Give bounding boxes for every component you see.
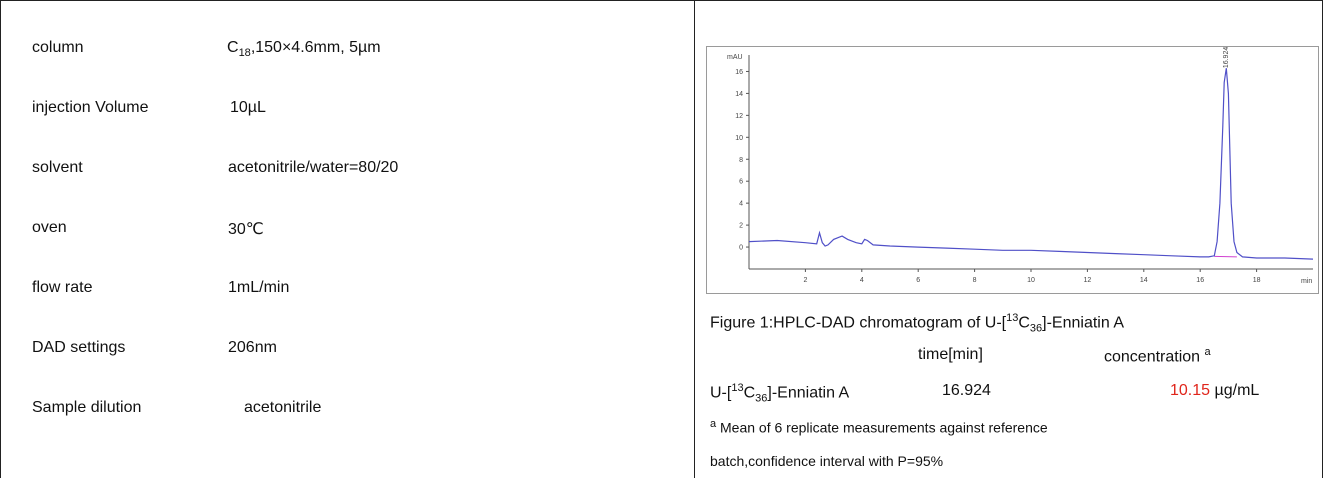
param-value: acetonitrile/water=80/20 — [228, 159, 399, 176]
chromatogram-trace — [748, 68, 1314, 260]
concentration-unit: µg/mL — [1214, 382, 1260, 399]
x-tick-label: 6 — [916, 277, 920, 284]
value-suffix: ,150×4.6mm, 5µm — [250, 39, 381, 56]
x-tick-label: 2 — [803, 277, 807, 284]
param-label: DAD settings — [32, 339, 126, 356]
y-tick-label: 0 — [739, 245, 743, 252]
y-axis-unit-label: mAU — [727, 54, 743, 61]
header-concentration: concentration a — [1104, 346, 1211, 366]
x-tick-label: 12 — [1084, 277, 1092, 284]
chromatogram-chart: mAU min 2 4 6 8 10 12 14 16 18 0 2 4 6 8 10 12 14 16 16.924 — [727, 47, 1314, 285]
x-tick-label: 14 — [1140, 277, 1148, 284]
y-tick-label: 6 — [739, 179, 743, 186]
param-row-dad-settings: DAD settings 206nm — [32, 339, 672, 363]
y-tick-label: 14 — [735, 91, 743, 98]
caption-element: C — [1018, 314, 1030, 332]
footnote-line-1: a Mean of 6 replicate measurements again… — [710, 418, 1048, 436]
value-prefix: C — [227, 39, 239, 56]
param-value: acetonitrile — [244, 399, 322, 416]
param-row-oven: oven 30℃ — [32, 219, 672, 243]
param-label: solvent — [32, 159, 83, 176]
compound-name: U-[13C36]-Enniatin A — [710, 382, 849, 405]
param-value: C18,150×4.6mm, 5µm — [227, 39, 381, 59]
param-value: 206nm — [228, 339, 277, 356]
footnote-text: Mean of 6 replicate measurements against… — [720, 419, 1048, 436]
x-tick-label: 8 — [973, 277, 977, 284]
value-subscript: 18 — [238, 47, 251, 60]
footnote-marker: a — [710, 418, 717, 430]
compound-suffix: ]-Enniatin A — [767, 384, 850, 402]
compound-prefix: U-[ — [710, 384, 732, 402]
y-tick-label: 16 — [735, 69, 743, 76]
y-tick-label: 8 — [739, 157, 743, 164]
caption-subscript: 36 — [1029, 322, 1043, 335]
compound-subscript: 36 — [755, 392, 768, 405]
param-row-sample-dilution: Sample dilution acetonitrile — [32, 399, 672, 423]
param-value: 1mL/min — [228, 279, 290, 296]
param-row-injection-volume: injection Volume 10µL — [32, 99, 672, 123]
param-label: injection Volume — [32, 99, 149, 116]
caption-prefix: Figure 1:HPLC-DAD chromatogram of U-[ — [710, 314, 1007, 332]
param-row-column: column C18,150×4.6mm, 5µm — [32, 39, 672, 63]
x-tick-label: 10 — [1027, 277, 1035, 284]
param-value: 10µL — [230, 99, 266, 116]
retention-time-value: 16.924 — [942, 382, 991, 399]
footnote-line-2: batch,confidence interval with P=95% — [710, 453, 944, 469]
y-tick-label: 10 — [735, 135, 743, 142]
header-time: time[min] — [918, 346, 983, 363]
peak-label: 16.924 — [1223, 47, 1230, 68]
footnote-marker: a — [1204, 346, 1211, 358]
peak-baseline — [1214, 255, 1237, 258]
header-concentration-label: concentration — [1104, 348, 1201, 366]
concentration-number: 10.15 — [1170, 382, 1211, 399]
param-value: 30℃ — [228, 221, 264, 238]
y-tick-label: 12 — [735, 113, 743, 120]
y-tick-label: 4 — [739, 201, 743, 208]
x-tick-label: 18 — [1253, 277, 1261, 284]
param-label: column — [32, 39, 84, 56]
chromatogram-figure: mAU min 2 4 6 8 10 12 14 16 18 0 2 4 6 8 10 12 14 16 16.924 — [706, 46, 1319, 294]
x-axis-unit-label: min — [1301, 278, 1312, 285]
column-divider — [694, 0, 695, 478]
right-border — [1322, 0, 1323, 478]
x-tick-label: 4 — [860, 277, 864, 284]
param-row-solvent: solvent acetonitrile/water=80/20 — [32, 159, 672, 183]
caption-suffix: ]-Enniatin A — [1042, 314, 1124, 332]
param-label: Sample dilution — [32, 399, 142, 416]
x-tick-label: 16 — [1196, 277, 1204, 284]
param-label: oven — [32, 219, 67, 236]
top-border — [0, 0, 1323, 1]
param-label: flow rate — [32, 279, 93, 296]
y-tick-label: 2 — [739, 223, 743, 230]
left-border — [0, 0, 1, 478]
compound-element: C — [743, 384, 756, 402]
compound-superscript: 13 — [731, 382, 744, 394]
figure-caption: Figure 1:HPLC-DAD chromatogram of U-[13C… — [710, 312, 1124, 335]
caption-superscript: 13 — [1006, 312, 1019, 324]
param-row-flow-rate: flow rate 1mL/min — [32, 279, 672, 303]
concentration-value: 10.15 µg/mL — [1170, 382, 1259, 400]
